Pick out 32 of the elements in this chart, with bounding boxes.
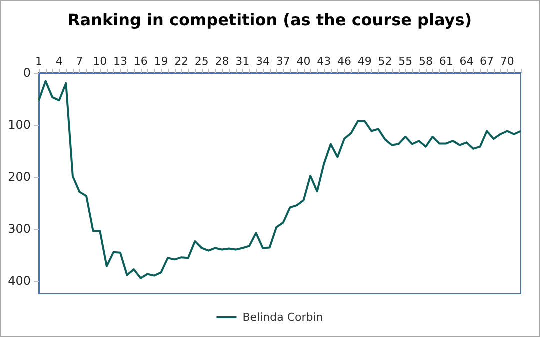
x-tick-label: 25 — [194, 55, 209, 68]
x-tick-label: 19 — [154, 55, 168, 68]
x-tick-label: 10 — [93, 55, 108, 68]
x-tick-label: 67 — [480, 55, 494, 68]
x-tick-label: 34 — [256, 55, 270, 68]
x-tick-label: 28 — [215, 55, 230, 68]
y-tick-label: 0 — [23, 66, 31, 80]
x-tick-label: 55 — [398, 55, 413, 68]
x-tick-label: 1 — [36, 55, 42, 68]
x-tick-label: 49 — [358, 55, 372, 68]
x-tick-label: 7 — [76, 55, 84, 68]
y-tick-label: 200 — [8, 170, 31, 184]
x-tick-label: 16 — [134, 55, 148, 68]
chart-title: Ranking in competition (as the course plays) — [68, 10, 472, 30]
x-tick-label: 43 — [317, 55, 332, 68]
x-tick-label: 22 — [174, 55, 189, 68]
line-series — [38, 80, 522, 280]
y-tick-label: 400 — [8, 274, 31, 288]
x-tick-label: 4 — [56, 55, 63, 68]
x-tick-label: 31 — [236, 55, 250, 68]
x-tick-label: 46 — [337, 55, 352, 68]
x-tick-label: 40 — [296, 55, 311, 68]
y-tick-label: 300 — [8, 222, 31, 236]
x-tick-label: 58 — [418, 55, 433, 68]
x-tick-label: 70 — [500, 55, 514, 68]
x-tick-label: 13 — [113, 55, 128, 68]
x-tick-label: 64 — [460, 55, 474, 68]
y-tick-label: 100 — [8, 118, 31, 132]
x-tick-label: 61 — [439, 55, 454, 68]
x-tick-label: 52 — [378, 55, 392, 68]
legend-label: Belinda Corbin — [242, 311, 324, 324]
x-tick-label: 37 — [276, 55, 290, 68]
